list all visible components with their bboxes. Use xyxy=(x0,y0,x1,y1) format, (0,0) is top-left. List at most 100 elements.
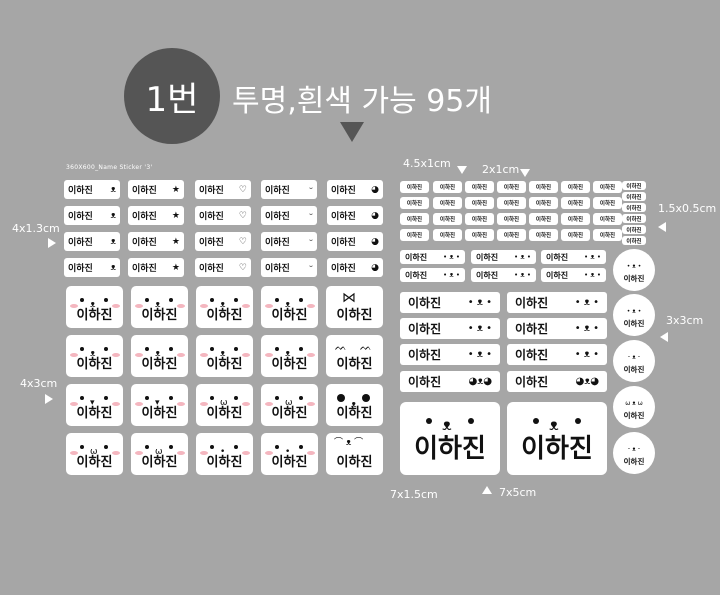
tiny-sticker: 이하진 xyxy=(561,213,590,225)
blush-icon xyxy=(135,304,143,308)
face-mini-icon: • ᴥ • xyxy=(626,308,642,315)
heart-icon: ♡ xyxy=(238,210,247,221)
sticker-name: 이하진 xyxy=(599,217,616,223)
eye-icon xyxy=(80,347,84,351)
big-sticker: ᴥ 이하진 xyxy=(66,286,123,328)
smile-icon: ᵕ xyxy=(309,262,313,273)
sticker-name: 이하진 xyxy=(336,308,373,323)
mouth-icon: ᴥ xyxy=(285,349,291,359)
blush-icon xyxy=(242,451,250,455)
tiny-sticker: 이하진 xyxy=(465,181,494,193)
big-sticker: • 이하진 xyxy=(196,433,253,475)
xl-sticker: ᴥ 이하진 xyxy=(400,402,500,475)
sticker-name: 이하진 xyxy=(408,322,442,336)
blush-icon xyxy=(112,304,120,308)
blush-icon xyxy=(200,451,208,455)
arrow-down-icon xyxy=(520,169,530,177)
sticker-name: 이하진 xyxy=(623,319,645,328)
bear-face-icon: ᴥ xyxy=(110,211,116,221)
blush-icon xyxy=(200,304,208,308)
sticker-name: 이하진 xyxy=(132,238,157,248)
eye-icon xyxy=(210,445,214,449)
bear-face-icon: • ᴥ • xyxy=(574,323,599,334)
face-bear-icon: ᴥ xyxy=(131,341,188,361)
sticker-name: 이하진 xyxy=(199,264,224,274)
eye-icon xyxy=(210,347,214,351)
mouth-icon: ᴥ xyxy=(285,300,291,310)
face-dots-icon: • xyxy=(261,439,318,459)
tiny-sticker-narrow: 이하진 xyxy=(622,236,646,245)
face-bear-icon: ᴥ xyxy=(131,292,188,312)
sticker-name: 이하진 xyxy=(206,406,243,421)
big-sticker: ᴥ 이하진 xyxy=(196,335,253,377)
small-sticker: 이하진 ◕ xyxy=(327,258,383,277)
big-sticker: ᨓ ᨓ 이하진 xyxy=(326,335,383,377)
eye-icon xyxy=(104,347,108,351)
tiny-sticker-narrow: 이하진 xyxy=(622,192,646,201)
eye-icon xyxy=(104,298,108,302)
eye-icon xyxy=(104,445,108,449)
mouse-silhouette-icon: ◕ xyxy=(371,262,379,273)
small-sticker: 이하진 ᴥ xyxy=(64,206,120,225)
sticker-name: 이하진 xyxy=(336,357,373,372)
eye-icon xyxy=(234,347,238,351)
sticker-name: 이하진 xyxy=(408,348,442,362)
size-label-xl: 7x5cm xyxy=(499,486,537,499)
sticker-name: 이하진 xyxy=(271,406,308,421)
sticker-name: 이하진 xyxy=(515,296,549,310)
face-mini-icon: ᵕ ᴥ ᵕ xyxy=(627,354,641,361)
wide-sticker: 이하진 • ᴥ • xyxy=(507,318,607,339)
bear-face-icon: • ᴥ • xyxy=(584,271,601,279)
sticker-name: 이하진 xyxy=(331,264,356,274)
tiny-sticker: 이하진 xyxy=(433,181,462,193)
mouth-icon: • xyxy=(285,447,291,457)
eye-icon xyxy=(210,396,214,400)
sticker-name: 이하진 xyxy=(331,212,356,222)
sticker-name: 이하진 xyxy=(199,212,224,222)
sticker-name: 이하진 xyxy=(626,216,642,223)
sticker-name: 이하진 xyxy=(626,238,642,245)
sticker-name: 이하진 xyxy=(439,217,456,223)
panda-eye-icon xyxy=(362,394,370,402)
sticker-name: 이하진 xyxy=(141,308,178,323)
face-cat-icon: ω xyxy=(131,439,188,459)
eye-icon xyxy=(468,418,474,424)
mid-sticker: 이하진 • ᴥ • xyxy=(541,268,606,282)
sticker-name: 이하진 xyxy=(68,212,93,222)
sticker-name: 이하진 xyxy=(331,238,356,248)
star-icon: ★ xyxy=(171,236,180,247)
sticker-name: 이하진 xyxy=(626,227,642,234)
eye-icon xyxy=(210,298,214,302)
blush-icon xyxy=(242,402,250,406)
mouth-icon: ᴥ xyxy=(220,349,226,359)
blush-icon xyxy=(242,304,250,308)
eye-icon xyxy=(104,396,108,400)
face-mini-icon: ω ᴥ ω xyxy=(625,400,643,407)
tiny-sticker: 이하진 xyxy=(400,213,429,225)
smile-icon: ᵕ xyxy=(309,236,313,247)
face-bear-icon: ᴥ xyxy=(66,341,123,361)
eye-icon xyxy=(299,298,303,302)
sticker-name: 이하진 xyxy=(141,455,178,470)
sticker-name: 이하진 xyxy=(405,252,428,262)
face-cat-icon: ω xyxy=(66,439,123,459)
sticker-name: 이하진 xyxy=(503,233,520,239)
face-bear-icon: ᴥ xyxy=(66,292,123,312)
arrow-right-icon xyxy=(45,394,53,404)
mouth-icon: ᴥ xyxy=(549,415,559,434)
tiny-sticker: 이하진 xyxy=(529,229,558,241)
blush-icon xyxy=(135,353,143,357)
sticker-name: 이하진 xyxy=(199,186,224,196)
wide-sticker: 이하진 ◕ᴥ◕ xyxy=(400,371,500,392)
sticker-name: 이하진 xyxy=(503,201,520,207)
sticker-name: 이하진 xyxy=(439,185,456,191)
face-mini-icon: • ᴥ • xyxy=(626,263,642,270)
tiny-sticker: 이하진 xyxy=(497,213,526,225)
bear-face-icon: • ᴥ • xyxy=(584,253,601,261)
bear-face-icon: • ᴥ • xyxy=(443,253,460,261)
sticker-name: 이하진 xyxy=(406,185,423,191)
mouse-silhouette-icon: ◕ xyxy=(371,236,379,247)
blush-icon xyxy=(307,353,315,357)
small-sticker: 이하진 ◕ xyxy=(327,180,383,199)
